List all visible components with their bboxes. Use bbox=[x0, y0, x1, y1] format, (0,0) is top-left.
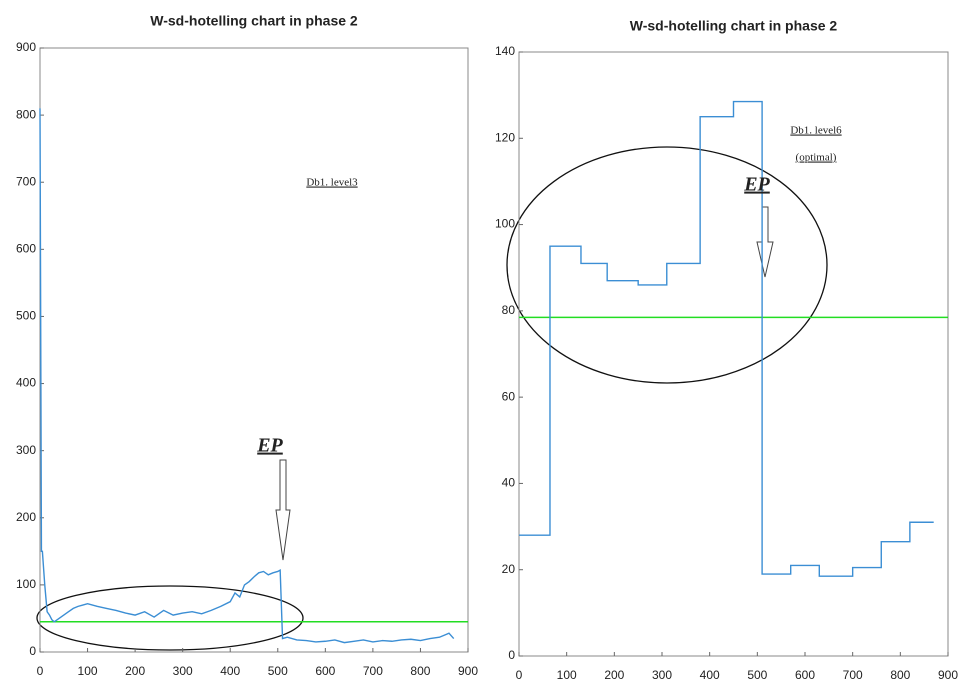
x-tick-label: 0 bbox=[516, 668, 523, 682]
y-tick-label: 200 bbox=[16, 510, 36, 524]
x-tick-label: 600 bbox=[795, 668, 815, 682]
y-tick-label: 500 bbox=[16, 309, 36, 323]
x-tick-label: 900 bbox=[458, 664, 478, 678]
annotation: EP bbox=[743, 174, 770, 196]
plot-frame bbox=[518, 51, 949, 657]
plot-frame bbox=[39, 47, 469, 653]
arrow bbox=[275, 459, 291, 561]
annotation: EP bbox=[256, 435, 283, 457]
y-tick-label: 800 bbox=[16, 107, 36, 121]
y-tick-label: 80 bbox=[502, 303, 516, 317]
arrow bbox=[756, 206, 774, 278]
y-tick-label: 40 bbox=[502, 476, 516, 490]
data-line bbox=[39, 108, 455, 644]
x-tick-label: 100 bbox=[78, 664, 98, 678]
y-tick-label: 0 bbox=[29, 644, 36, 658]
x-tick-label: 500 bbox=[747, 668, 767, 682]
chart-title: W-sd-hotelling chart in phase 2 bbox=[150, 13, 358, 29]
y-tick-label: 120 bbox=[495, 130, 515, 144]
chart-title: W-sd-hotelling chart in phase 2 bbox=[630, 18, 838, 34]
ellipse bbox=[506, 146, 828, 384]
y-tick-label: 900 bbox=[16, 40, 36, 54]
x-tick-label: 200 bbox=[604, 668, 624, 682]
x-tick-label: 0 bbox=[37, 664, 44, 678]
y-tick-label: 20 bbox=[502, 562, 516, 576]
y-tick-label: 100 bbox=[495, 217, 515, 231]
data-line bbox=[519, 100, 934, 577]
x-tick-label: 300 bbox=[652, 668, 672, 682]
x-tick-label: 900 bbox=[938, 668, 958, 682]
x-tick-label: 400 bbox=[700, 668, 720, 682]
x-tick-label: 100 bbox=[557, 668, 577, 682]
y-tick-label: 700 bbox=[16, 174, 36, 188]
annotation: Db1. level6 bbox=[790, 125, 842, 137]
annotation: (optimal) bbox=[796, 152, 837, 164]
annotation: Db1. level3 bbox=[306, 177, 358, 189]
x-tick-label: 600 bbox=[315, 664, 335, 678]
ellipse bbox=[36, 585, 304, 651]
x-tick-label: 800 bbox=[890, 668, 910, 682]
x-tick-label: 800 bbox=[410, 664, 430, 678]
x-tick-label: 400 bbox=[220, 664, 240, 678]
y-tick-label: 140 bbox=[495, 44, 515, 58]
x-tick-label: 700 bbox=[363, 664, 383, 678]
y-tick-label: 60 bbox=[502, 389, 516, 403]
x-tick-label: 200 bbox=[125, 664, 145, 678]
y-tick-label: 600 bbox=[16, 242, 36, 256]
y-tick-label: 100 bbox=[16, 577, 36, 591]
y-tick-label: 400 bbox=[16, 376, 36, 390]
x-tick-label: 700 bbox=[843, 668, 863, 682]
y-tick-label: 0 bbox=[508, 648, 515, 662]
x-tick-label: 300 bbox=[173, 664, 193, 678]
x-tick-label: 500 bbox=[268, 664, 288, 678]
y-tick-label: 300 bbox=[16, 443, 36, 457]
